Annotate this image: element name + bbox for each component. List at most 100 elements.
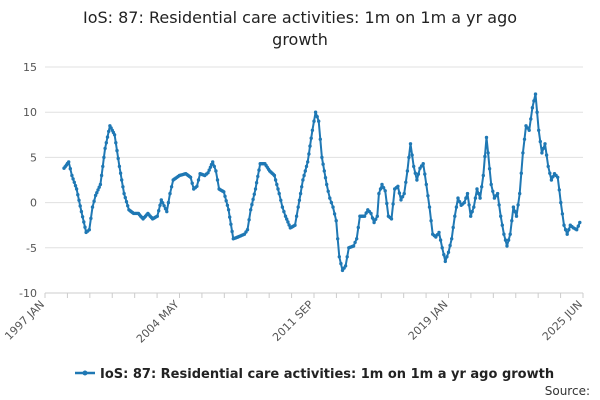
data-point (378, 187, 383, 191)
data-point (440, 246, 444, 250)
data-point (339, 261, 343, 266)
data-point (405, 169, 410, 173)
data-point (475, 187, 479, 191)
data-point (169, 185, 174, 189)
legend[interactable]: IoS: 87: Residential care activities: 1m… (75, 367, 554, 382)
data-point (397, 191, 402, 195)
data-point (380, 182, 384, 187)
data-point (544, 153, 549, 157)
series-line (63, 93, 581, 272)
data-point (215, 178, 220, 182)
y-tick-label: 10 (23, 106, 37, 119)
data-point (516, 203, 520, 207)
data-point (396, 184, 400, 188)
data-point (159, 198, 163, 202)
data-point (522, 137, 527, 141)
data-point (71, 177, 75, 181)
data-point (415, 178, 419, 182)
data-point (257, 168, 261, 172)
data-point (369, 211, 373, 216)
data-point (413, 171, 417, 175)
data-point (318, 137, 322, 141)
data-point (155, 214, 159, 218)
data-point (304, 164, 309, 169)
data-point (353, 240, 357, 245)
data-point (519, 171, 523, 175)
data-point (402, 191, 406, 196)
legend-marker-swatch (82, 370, 88, 376)
data-point (429, 219, 433, 223)
y-tick-label: 5 (30, 151, 37, 164)
data-point (249, 208, 253, 212)
data-point (464, 196, 468, 200)
data-point (521, 151, 525, 155)
data-point (162, 204, 166, 208)
data-point (252, 192, 256, 196)
data-point (228, 215, 232, 219)
data-point (510, 219, 514, 223)
data-point (302, 173, 306, 178)
data-point (503, 238, 508, 242)
data-point (126, 204, 130, 208)
y-tick-label: 0 (30, 197, 37, 210)
data-point (123, 195, 128, 200)
data-point (161, 201, 165, 205)
data-point (323, 176, 328, 180)
data-point (576, 224, 580, 228)
data-point (98, 182, 103, 187)
data-point (74, 187, 79, 191)
data-point (489, 182, 493, 187)
data-point (511, 205, 516, 209)
data-point (321, 162, 325, 166)
data-point (83, 225, 87, 229)
data-point (283, 214, 288, 218)
data-point (306, 160, 310, 164)
data-point (451, 225, 455, 230)
data-point (462, 200, 466, 205)
x-tick-label: 2025 JUN (540, 298, 585, 343)
data-point (541, 146, 546, 151)
data-point (112, 133, 117, 137)
data-point (273, 178, 278, 182)
data-point (120, 178, 124, 182)
data-point (287, 223, 291, 227)
data-point (343, 264, 348, 268)
data-point (76, 193, 80, 197)
data-point (513, 209, 517, 214)
data-point (426, 194, 430, 198)
data-point (565, 232, 569, 236)
data-point (253, 187, 258, 191)
data-point (312, 119, 316, 123)
data-point (70, 173, 74, 178)
data-point (331, 205, 335, 209)
data-point (377, 191, 381, 196)
data-point (456, 196, 460, 200)
data-point (486, 151, 490, 155)
data-point (89, 216, 93, 221)
data-point (465, 191, 470, 196)
data-point (329, 200, 334, 205)
data-point (195, 184, 199, 188)
data-point (454, 205, 459, 209)
x-tick-label: 2004 MAY (134, 298, 182, 346)
data-point (427, 205, 432, 209)
data-point (334, 219, 338, 223)
data-point (480, 185, 484, 189)
data-point (467, 203, 471, 207)
data-point (540, 151, 544, 155)
data-point (391, 202, 395, 206)
data-point (478, 196, 482, 200)
data-point (562, 223, 566, 227)
data-point (72, 180, 77, 184)
data-point (310, 128, 315, 132)
data-point (446, 250, 451, 254)
data-point (68, 167, 73, 171)
data-point (372, 220, 376, 225)
data-point (502, 232, 506, 236)
data-point (276, 187, 280, 191)
data-point (362, 214, 367, 218)
data-point (212, 164, 216, 169)
data-point (206, 171, 210, 175)
x-axis: 1997 JAN 2004 MAY 2011 SEP 2019 JAN 2025 JUN (2, 292, 585, 346)
data-point (121, 185, 125, 189)
